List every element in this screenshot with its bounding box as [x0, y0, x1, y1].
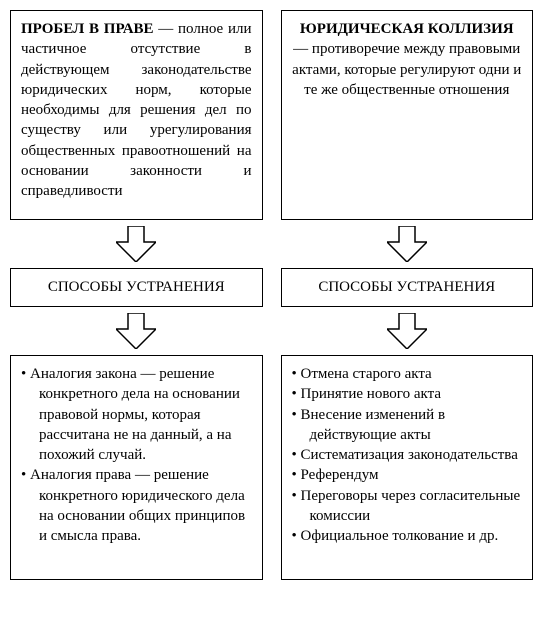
arrow-down-icon — [387, 226, 427, 262]
definition-text-left: — полное или частичное отсутствие в дейс… — [21, 21, 252, 199]
list-item: Аналогия закона — решение конкретного де… — [21, 364, 252, 465]
definition-title-left: ПРОБЕЛ В ПРАВЕ — [21, 21, 154, 37]
list-item: Принятие нового акта — [292, 384, 523, 404]
methods-list-left: Аналогия закона — решение конкретного де… — [10, 355, 263, 580]
list-item: Официальное толкование и др. — [292, 526, 523, 546]
list-item: Систематизация законодательства — [292, 445, 523, 465]
definition-box-right: ЮРИДИЧЕСКАЯ КОЛЛИЗИЯ — противоречие межд… — [281, 10, 534, 220]
column-left: ПРОБЕЛ В ПРАВЕ — полное или частичное от… — [10, 10, 263, 580]
list-item: Переговоры через согласительные комиссии — [292, 486, 523, 527]
list-item: Референдум — [292, 465, 523, 485]
list-left: Аналогия закона — решение конкретного де… — [21, 364, 252, 546]
list-item: Отмена старого акта — [292, 364, 523, 384]
arrow-down-icon — [116, 313, 156, 349]
arrow-down-icon — [116, 226, 156, 262]
arrow-down-icon — [387, 313, 427, 349]
diagram-root: ПРОБЕЛ В ПРАВЕ — полное или частичное от… — [10, 10, 533, 580]
list-right: Отмена старого актаПринятие нового актаВ… — [292, 364, 523, 546]
definition-text-right: — противоречие между правовыми актами, к… — [292, 41, 521, 98]
methods-list-right: Отмена старого актаПринятие нового актаВ… — [281, 355, 534, 580]
definition-title-right: ЮРИДИЧЕСКАЯ КОЛЛИЗИЯ — [300, 21, 514, 37]
column-right: ЮРИДИЧЕСКАЯ КОЛЛИЗИЯ — противоречие межд… — [281, 10, 534, 580]
list-item: Аналогия права — решение конкретного юри… — [21, 465, 252, 546]
methods-label-left: СПОСОБЫ УСТРАНЕНИЯ — [10, 268, 263, 307]
definition-box-left: ПРОБЕЛ В ПРАВЕ — полное или частичное от… — [10, 10, 263, 220]
list-item: Внесение изменений в действующие акты — [292, 405, 523, 446]
methods-label-right: СПОСОБЫ УСТРАНЕНИЯ — [281, 268, 534, 307]
